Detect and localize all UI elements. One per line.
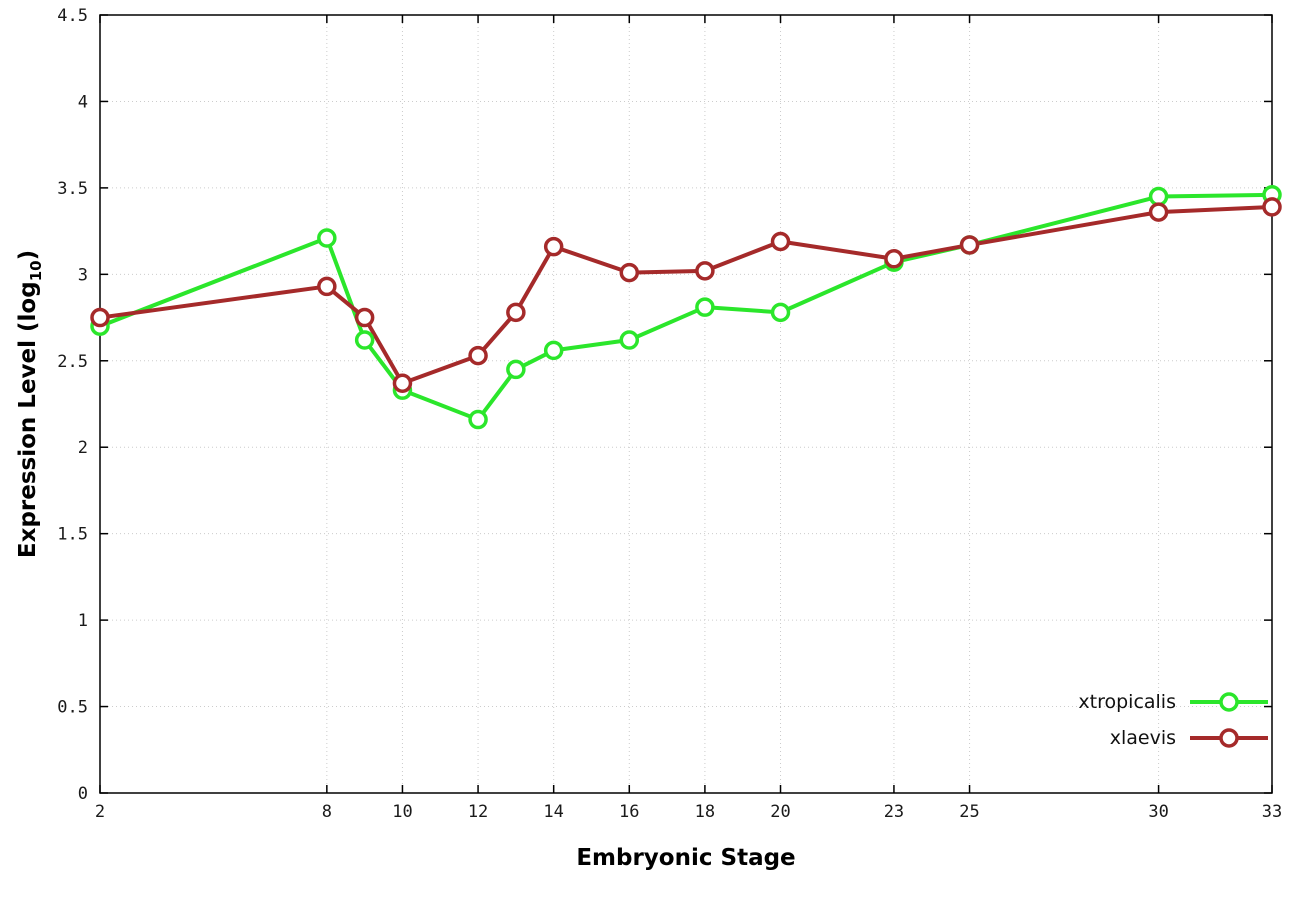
data-marker-xlaevis <box>543 236 564 257</box>
data-marker-xlaevis <box>619 262 640 283</box>
legend-marker-xtropicalis <box>1219 692 1239 712</box>
legend-marker-xlaevis <box>1219 728 1239 748</box>
x-tick-label: 33 <box>1262 802 1282 822</box>
legend-sample-xlaevis <box>1190 728 1268 748</box>
y-tick-label: 0.5 <box>57 698 88 718</box>
y-axis-label: Expression Level (log10) <box>15 250 45 558</box>
data-marker-xlaevis <box>506 302 526 323</box>
y-axis-label-prefix: Expression Level (log <box>15 281 42 559</box>
data-marker-xlaevis <box>468 345 488 366</box>
y-tick-label: 4 <box>78 92 88 112</box>
y-axis-label-subscript: 10 <box>26 260 45 282</box>
y-tick-label: 0 <box>78 784 88 804</box>
x-tick-label: 16 <box>619 802 639 822</box>
data-marker-xtropicalis <box>354 330 375 350</box>
y-tick-label: 3 <box>78 265 88 285</box>
plot-border <box>99 14 1273 794</box>
x-tick-label: 14 <box>543 802 563 822</box>
legend: xtropicalis xlaevis <box>1078 684 1270 756</box>
x-tick-label: 18 <box>695 802 715 822</box>
y-axis-label-suffix: ) <box>15 249 42 261</box>
data-marker-xtropicalis <box>695 297 715 317</box>
x-tick-label: 30 <box>1148 802 1168 822</box>
series-line-xtropicalis <box>98 192 1274 422</box>
data-marker-xlaevis <box>770 231 791 252</box>
data-marker-xlaevis <box>317 276 337 297</box>
data-marker-xlaevis <box>695 261 715 281</box>
legend-item-xlaevis: xlaevis <box>1110 720 1270 756</box>
data-marker-xlaevis <box>392 373 413 394</box>
data-marker-xlaevis <box>1262 197 1282 217</box>
x-tick-label: 12 <box>468 802 488 822</box>
y-tick-label: 2 <box>78 438 88 458</box>
x-tick-label: 8 <box>322 802 332 822</box>
x-tick-label: 2 <box>95 802 105 822</box>
data-marker-xtropicalis <box>1148 186 1169 207</box>
series-line-xlaevis <box>98 204 1274 386</box>
data-marker-xlaevis <box>90 307 110 328</box>
x-tick-label: 25 <box>959 802 979 822</box>
data-marker-xtropicalis <box>317 228 337 248</box>
y-tick-label: 4.5 <box>57 6 88 26</box>
y-tick-label: 1.5 <box>57 525 88 545</box>
x-tick-label: 23 <box>884 802 904 822</box>
legend-label-xtropicalis: xtropicalis <box>1078 691 1176 713</box>
data-marker-xtropicalis <box>506 359 526 380</box>
y-tick-label: 1 <box>78 611 88 631</box>
data-marker-xtropicalis <box>543 340 564 361</box>
legend-label-xlaevis: xlaevis <box>1109 727 1176 749</box>
y-tick-label: 2.5 <box>57 352 88 372</box>
y-tick-label: 3.5 <box>57 179 88 199</box>
legend-sample-xtropicalis <box>1190 692 1268 712</box>
data-marker-xlaevis <box>884 249 904 269</box>
data-marker-xtropicalis <box>770 302 791 323</box>
legend-item-xtropicalis: xtropicalis <box>1078 684 1270 720</box>
data-marker-xlaevis <box>1148 202 1169 222</box>
data-marker-xtropicalis <box>619 330 640 350</box>
x-tick-label: 10 <box>392 802 412 822</box>
data-marker-xlaevis <box>354 307 375 328</box>
data-marker-xtropicalis <box>468 409 488 430</box>
data-marker-xlaevis <box>959 235 980 255</box>
x-axis-label: Embryonic Stage <box>576 845 796 871</box>
x-tick-label: 20 <box>770 802 790 822</box>
